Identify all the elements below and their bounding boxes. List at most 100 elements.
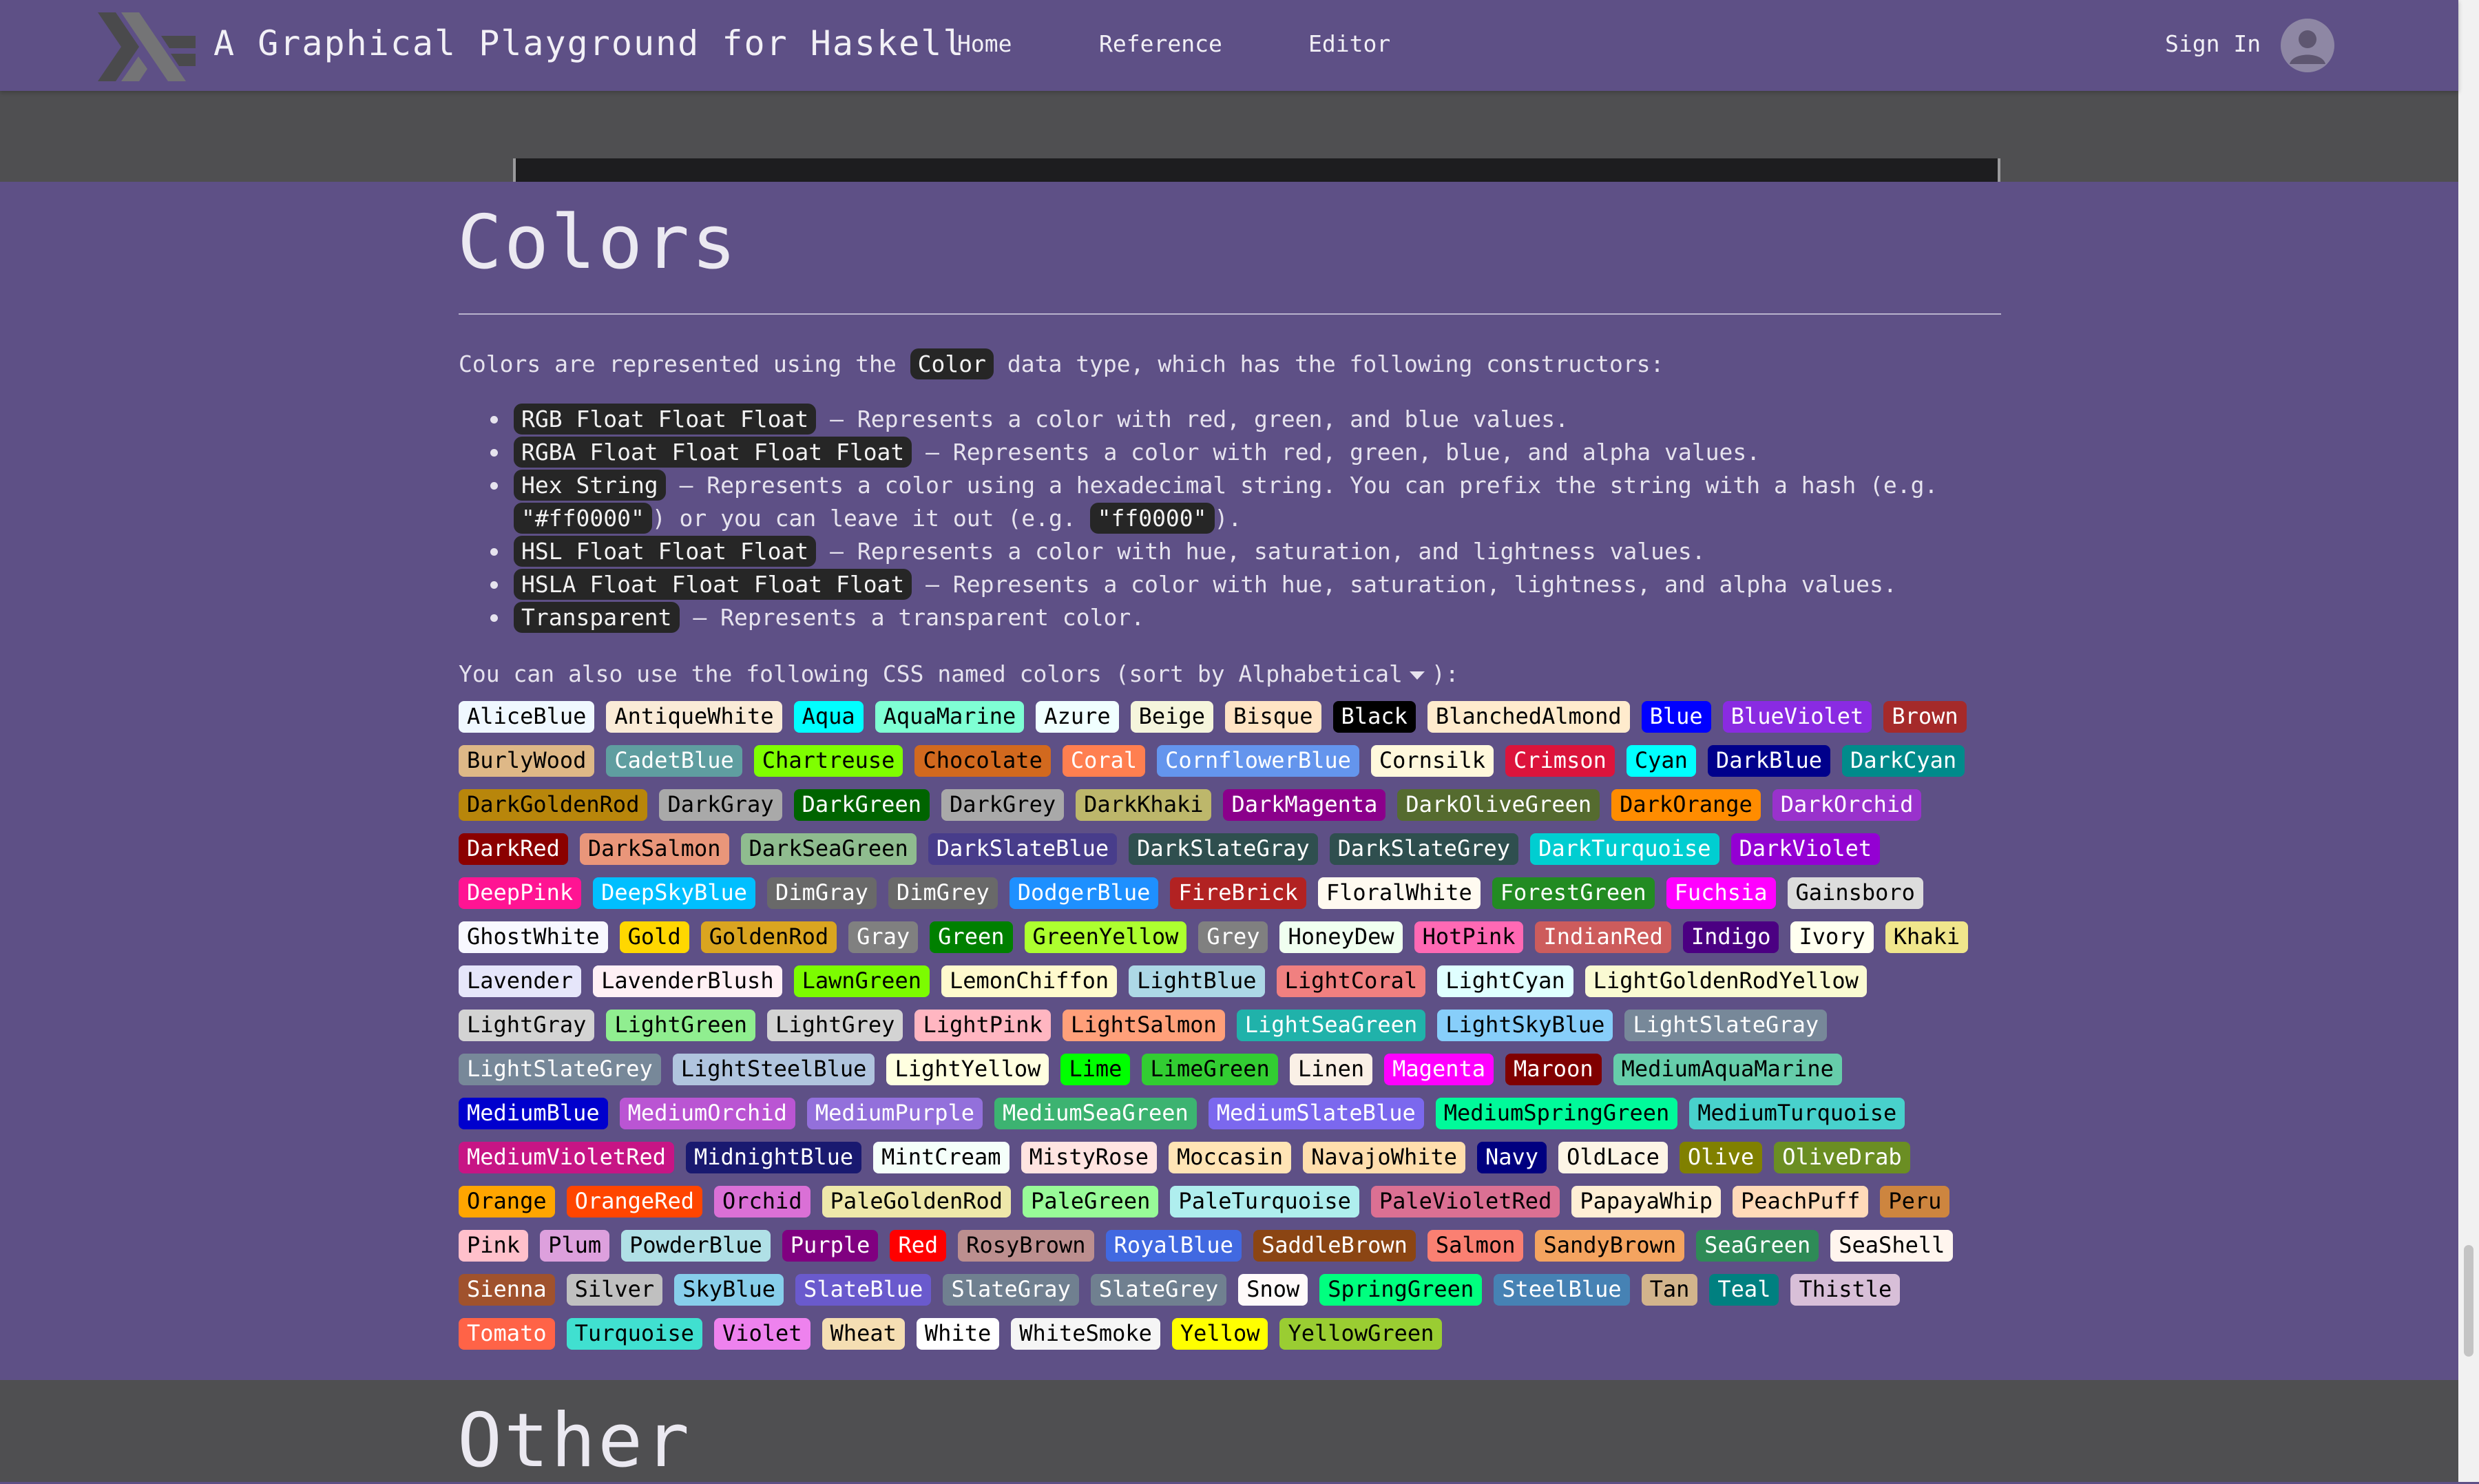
site-title[interactable]: A Graphical Playground for Haskell — [213, 23, 965, 63]
color-chip: OrangeRed — [566, 1186, 702, 1217]
color-chip: AntiqueWhite — [606, 701, 782, 733]
caret-down-icon[interactable] — [1409, 671, 1425, 680]
constructor-item-continued: "#ff0000") or you can leave it out (e.g.… — [514, 502, 1242, 535]
color-chip: Lavender — [459, 965, 582, 997]
color-chip: Pink — [459, 1230, 529, 1262]
color-chip: Wheat — [822, 1318, 905, 1350]
code-color-type: Color — [910, 348, 994, 379]
color-chip: SkyBlue — [674, 1274, 784, 1306]
constructor-desc: — Represents a color with hue, saturatio… — [925, 571, 1897, 598]
constructor-code: Transparent — [514, 602, 680, 633]
color-chip: FloralWhite — [1317, 877, 1481, 909]
color-chip: RoyalBlue — [1105, 1230, 1242, 1262]
color-chip: DarkOliveGreen — [1397, 789, 1600, 821]
color-chip: DarkGray — [659, 789, 782, 821]
color-chip: SandyBrown — [1535, 1230, 1685, 1262]
color-chip: Plum — [540, 1230, 610, 1262]
color-chip: OliveDrab — [1774, 1142, 1910, 1173]
nav-link-home[interactable]: Home — [957, 30, 1012, 57]
color-chip: AquaMarine — [875, 701, 1025, 733]
color-chip: DarkBlue — [1707, 745, 1831, 777]
color-chip: MediumTurquoise — [1689, 1098, 1905, 1129]
color-chip: Violet — [713, 1318, 810, 1350]
color-chip: Peru — [1880, 1186, 1950, 1217]
haskell-logo-icon[interactable] — [98, 12, 196, 81]
color-chip: NavajoWhite — [1303, 1142, 1465, 1173]
named-outro-text: ): — [1431, 660, 1459, 687]
constructor-code: HSL Float Float Float — [514, 536, 817, 567]
scrollbar-thumb[interactable] — [2464, 1245, 2473, 1357]
color-chip: OldLace — [1558, 1142, 1668, 1173]
sign-in-link[interactable]: Sign In — [2165, 30, 2261, 57]
color-chip: BlanchedAlmond — [1427, 701, 1630, 733]
color-chip: MistyRose — [1021, 1142, 1157, 1173]
color-chip: Olive — [1679, 1142, 1763, 1173]
constructor-code: RGB Float Float Float — [514, 404, 817, 435]
color-chip: Ivory — [1790, 921, 1874, 953]
color-chip: Coral — [1062, 745, 1146, 777]
color-chip: LightBlue — [1129, 965, 1265, 997]
color-chip: Aqua — [793, 701, 864, 733]
bullet-dot — [490, 449, 498, 457]
nav-link-reference[interactable]: Reference — [1099, 30, 1222, 57]
bullet-dot — [490, 581, 498, 589]
color-chip: DodgerBlue — [1009, 877, 1159, 909]
color-chip: YellowGreen — [1279, 1318, 1443, 1350]
color-chip: Black — [1332, 701, 1416, 733]
color-chip: DarkMagenta — [1223, 789, 1386, 821]
color-chip: Cyan — [1626, 745, 1696, 777]
bullet-dot — [490, 482, 498, 490]
color-chip: LightCoral — [1276, 965, 1426, 997]
colors-section — [0, 182, 2458, 1380]
section-divider — [459, 313, 2001, 315]
color-chip: LemonChiffon — [941, 965, 1118, 997]
named-colors-list: AliceBlue AntiqueWhite Aqua AquaMarine Azure… — [459, 701, 2008, 1362]
color-chip: Bisque — [1224, 701, 1321, 733]
color-chip: LimeGreen — [1142, 1054, 1278, 1085]
color-chip: SaddleBrown — [1253, 1230, 1416, 1262]
color-chip: MediumSeaGreen — [994, 1098, 1197, 1129]
constructor-desc: — Represents a transparent color. — [693, 604, 1145, 631]
color-chip: LawnGreen — [793, 965, 930, 997]
color-chip: Moccasin — [1168, 1142, 1292, 1173]
color-chip: DeepSkyBlue — [593, 877, 756, 909]
color-chip: CadetBlue — [606, 745, 742, 777]
color-chip: DarkOrchid — [1772, 789, 1922, 821]
nav-link-editor[interactable]: Editor — [1308, 30, 1391, 57]
color-chip: MediumPurple — [806, 1098, 983, 1129]
user-avatar-icon[interactable] — [2281, 19, 2334, 72]
other-section — [0, 1380, 2458, 1482]
color-chip: Blue — [1641, 701, 1711, 733]
color-chip: SlateGray — [943, 1274, 1079, 1306]
color-chip: Lime — [1060, 1054, 1131, 1085]
color-chip: Tomato — [459, 1318, 555, 1350]
color-chip: AliceBlue — [459, 701, 595, 733]
constructor-desc: ). — [1214, 505, 1242, 532]
color-chip: CornflowerBlue — [1157, 745, 1359, 777]
color-chip: MediumOrchid — [619, 1098, 795, 1129]
constructor-code: HSLA Float Float Float Float — [514, 569, 912, 600]
color-chip: PowderBlue — [621, 1230, 771, 1262]
color-chip: Azure — [1036, 701, 1119, 733]
color-chip: Snow — [1238, 1274, 1308, 1306]
bullet-dot — [490, 548, 498, 556]
color-chip: SlateGrey — [1090, 1274, 1227, 1306]
sort-value[interactable]: Alphabetical — [1238, 660, 1403, 687]
constructor-desc: ) or you can leave it out (e.g. — [651, 505, 1076, 532]
color-chip: Gold — [619, 921, 689, 953]
color-chip: SpringGreen — [1319, 1274, 1483, 1306]
named-colors-intro: You can also use the following CSS named… — [459, 658, 1459, 691]
color-chip: Grey — [1198, 921, 1268, 953]
color-chip: LightYellow — [886, 1054, 1049, 1085]
color-chip: BlueViolet — [1722, 701, 1872, 733]
color-chip: Chocolate — [914, 745, 1051, 777]
color-chip: MediumBlue — [459, 1098, 608, 1129]
color-chip: Magenta — [1384, 1054, 1494, 1085]
scrollbar-track[interactable] — [2458, 0, 2479, 1482]
sort-dropdown[interactable]: Alphabetical — [1238, 660, 1431, 687]
color-chip: DarkOrange — [1611, 789, 1761, 821]
colors-heading: Colors — [457, 200, 739, 286]
color-chip: ForestGreen — [1492, 877, 1655, 909]
color-chip: Sienna — [459, 1274, 555, 1306]
color-chip: BurlyWood — [459, 745, 595, 777]
